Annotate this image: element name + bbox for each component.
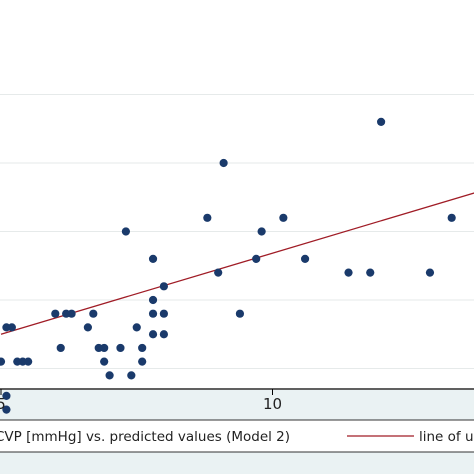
data-point-39 (344, 268, 353, 277)
plot-area (0, 0, 474, 390)
data-point-37 (279, 213, 288, 222)
unity-line-layer (0, 192, 474, 335)
data-point-28 (127, 371, 136, 380)
data-point-42 (425, 268, 435, 277)
data-point-33 (219, 158, 228, 168)
grid-lines (0, 94, 474, 369)
data-point-21 (138, 343, 147, 353)
data-point-29 (138, 357, 147, 366)
data-point-19 (121, 227, 130, 236)
data-point-43 (447, 213, 456, 222)
data-point-2 (2, 391, 11, 400)
data-point-11 (100, 343, 109, 353)
data-point-0 (0, 357, 6, 366)
data-point-25 (159, 282, 168, 291)
line-of-unity (0, 192, 474, 335)
data-point-30 (148, 330, 158, 339)
data-point-22 (148, 309, 158, 318)
data-point-32 (214, 268, 223, 277)
data-point-8 (51, 309, 60, 318)
data-point-26 (159, 309, 168, 318)
data-point-16 (89, 309, 98, 318)
x-ticks: 5101520 (0, 389, 282, 413)
data-point-34 (235, 309, 245, 318)
data-point-18 (116, 343, 125, 353)
x-tick-label-10: 10 (263, 395, 282, 413)
data-point-4 (7, 323, 16, 332)
data-point-36 (257, 227, 266, 236)
data-point-12 (100, 357, 109, 366)
data-point-38 (300, 254, 310, 263)
data-point-27 (159, 330, 168, 339)
legend-label-scatter: CVP [mmHg] vs. predicted values (Model 2… (0, 429, 290, 445)
data-point-13 (56, 343, 65, 353)
data-point-20 (132, 323, 141, 332)
data-point-15 (67, 309, 76, 318)
data-point-17 (105, 371, 114, 380)
data-point-41 (377, 117, 386, 126)
data-points (0, 117, 456, 414)
data-point-24 (148, 254, 158, 263)
data-point-40 (366, 268, 375, 277)
data-point-31 (203, 213, 212, 222)
data-point-35 (252, 254, 261, 263)
x-tick-label-5: 5 (0, 395, 6, 413)
data-point-23 (148, 295, 158, 305)
data-point-3 (2, 405, 11, 414)
legend: CVP [mmHg] vs. predicted values (Model 2… (0, 419, 474, 453)
legend-label-unity: line of u (419, 429, 474, 445)
data-point-7 (24, 357, 33, 366)
data-point-9 (83, 323, 92, 332)
